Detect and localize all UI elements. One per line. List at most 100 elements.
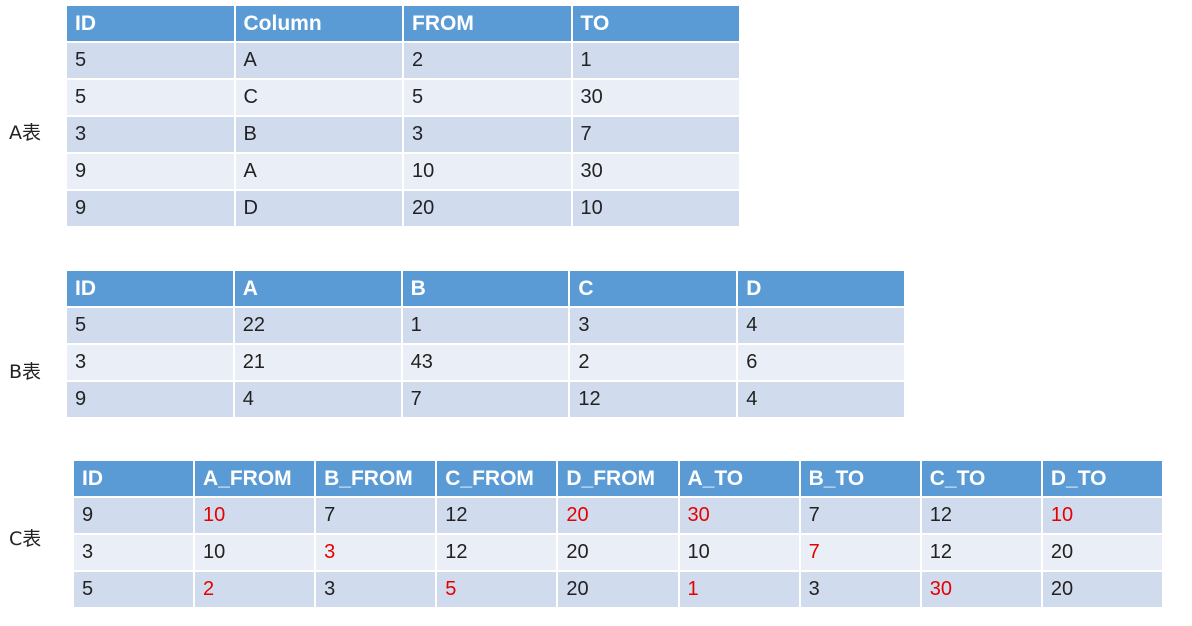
table-cell: 5 — [67, 43, 234, 78]
header-cell: ID — [74, 461, 193, 496]
table-header-row: ID A B C D — [67, 271, 904, 306]
header-cell: A_TO — [679, 461, 799, 496]
table-cell: 10 — [404, 154, 571, 189]
table-cell: 1 — [572, 43, 739, 78]
table-cell-highlighted: 1 — [679, 572, 799, 607]
table-cell: 2 — [570, 345, 737, 380]
table-row: 9 A 10 30 — [67, 154, 739, 189]
table-cell: 20 — [404, 191, 571, 226]
header-cell: B — [402, 271, 569, 306]
table-cell: 5 — [67, 308, 233, 343]
table-cell: 1 — [402, 308, 569, 343]
table-cell: 10 — [679, 535, 799, 570]
header-cell: D_FROM — [558, 461, 678, 496]
table-cell: 5 — [404, 80, 571, 115]
table-cell: C — [235, 80, 402, 115]
table-b-label: B表 — [9, 361, 42, 383]
table-b: ID A B C D 5 22 1 3 4 3 21 43 2 6 9 4 7 … — [65, 269, 906, 419]
table-cell: 3 — [404, 117, 571, 152]
table-cell: 30 — [572, 154, 739, 189]
header-cell: B_TO — [800, 461, 920, 496]
table-cell: A — [235, 154, 402, 189]
table-header-row: ID A_FROM B_FROM C_FROM D_FROM A_TO B_TO… — [74, 461, 1162, 496]
table-cell: 12 — [437, 498, 557, 533]
table-header-row: ID Column FROM TO — [67, 6, 739, 41]
table-cell: 7 — [402, 382, 569, 417]
table-cell-highlighted: 10 — [195, 498, 315, 533]
table-cell: 9 — [67, 191, 234, 226]
table-cell-highlighted: 10 — [1042, 498, 1162, 533]
header-cell: A_FROM — [195, 461, 315, 496]
table-cell: 4 — [738, 308, 904, 343]
table-cell: 7 — [316, 498, 436, 533]
table-row: 5 22 1 3 4 — [67, 308, 904, 343]
table-cell: 7 — [800, 498, 920, 533]
table-cell: 9 — [67, 382, 233, 417]
table-cell: 3 — [67, 117, 234, 152]
table-cell: 3 — [800, 572, 920, 607]
table-cell-highlighted: 5 — [437, 572, 557, 607]
table-cell: 12 — [437, 535, 557, 570]
table-cell: 9 — [67, 154, 234, 189]
table-c-label: C表 — [9, 528, 42, 550]
table-cell: 3 — [316, 572, 436, 607]
table-cell: D — [235, 191, 402, 226]
table-row: 3 B 3 7 — [67, 117, 739, 152]
header-cell: C — [570, 271, 737, 306]
header-cell: A — [234, 271, 401, 306]
table-row: 5 2 3 5 20 1 3 30 20 — [74, 572, 1162, 607]
table-row: 3 10 3 12 20 10 7 12 20 — [74, 535, 1162, 570]
table-cell-highlighted: 30 — [679, 498, 799, 533]
table-cell-highlighted: 2 — [195, 572, 315, 607]
table-row: 9 10 7 12 20 30 7 12 10 — [74, 498, 1162, 533]
table-cell: 3 — [570, 308, 737, 343]
header-cell: C_TO — [921, 461, 1041, 496]
table-cell: 20 — [558, 535, 678, 570]
table-a: ID Column FROM TO 5 A 2 1 5 C 5 30 3 B 3… — [65, 4, 741, 228]
table-row: 9 D 20 10 — [67, 191, 739, 226]
table-cell: 20 — [1042, 535, 1162, 570]
table-cell: 3 — [67, 345, 233, 380]
table-cell: 5 — [67, 80, 234, 115]
table-cell: 3 — [74, 535, 193, 570]
header-cell: FROM — [404, 6, 571, 41]
table-cell-highlighted: 3 — [316, 535, 436, 570]
table-cell: 43 — [402, 345, 569, 380]
header-cell: TO — [572, 6, 739, 41]
table-cell: 21 — [234, 345, 401, 380]
table-cell: B — [235, 117, 402, 152]
table-cell: 4 — [234, 382, 401, 417]
table-c: ID A_FROM B_FROM C_FROM D_FROM A_TO B_TO… — [72, 459, 1164, 609]
table-cell: 20 — [558, 572, 678, 607]
table-row: 9 4 7 12 4 — [67, 382, 904, 417]
header-cell: B_FROM — [316, 461, 436, 496]
table-cell: 6 — [738, 345, 904, 380]
table-cell: A — [235, 43, 402, 78]
table-cell: 9 — [74, 498, 193, 533]
header-cell: D — [738, 271, 904, 306]
table-cell: 5 — [74, 572, 193, 607]
table-cell: 22 — [234, 308, 401, 343]
table-row: 3 21 43 2 6 — [67, 345, 904, 380]
table-cell-highlighted: 20 — [558, 498, 678, 533]
header-cell: ID — [67, 6, 234, 41]
table-row: 5 C 5 30 — [67, 80, 739, 115]
table-cell: 7 — [572, 117, 739, 152]
table-cell: 2 — [404, 43, 571, 78]
table-cell-highlighted: 30 — [921, 572, 1041, 607]
table-cell: 12 — [921, 498, 1041, 533]
table-cell: 10 — [572, 191, 739, 226]
table-cell: 12 — [921, 535, 1041, 570]
table-cell-highlighted: 7 — [800, 535, 920, 570]
table-cell: 10 — [195, 535, 315, 570]
header-cell: D_TO — [1042, 461, 1162, 496]
table-cell: 4 — [738, 382, 904, 417]
header-cell: Column — [235, 6, 402, 41]
table-cell: 12 — [570, 382, 737, 417]
header-cell: ID — [67, 271, 233, 306]
table-row: 5 A 2 1 — [67, 43, 739, 78]
table-cell: 20 — [1042, 572, 1162, 607]
table-cell: 30 — [572, 80, 739, 115]
header-cell: C_FROM — [437, 461, 557, 496]
table-a-label: A表 — [9, 122, 41, 144]
